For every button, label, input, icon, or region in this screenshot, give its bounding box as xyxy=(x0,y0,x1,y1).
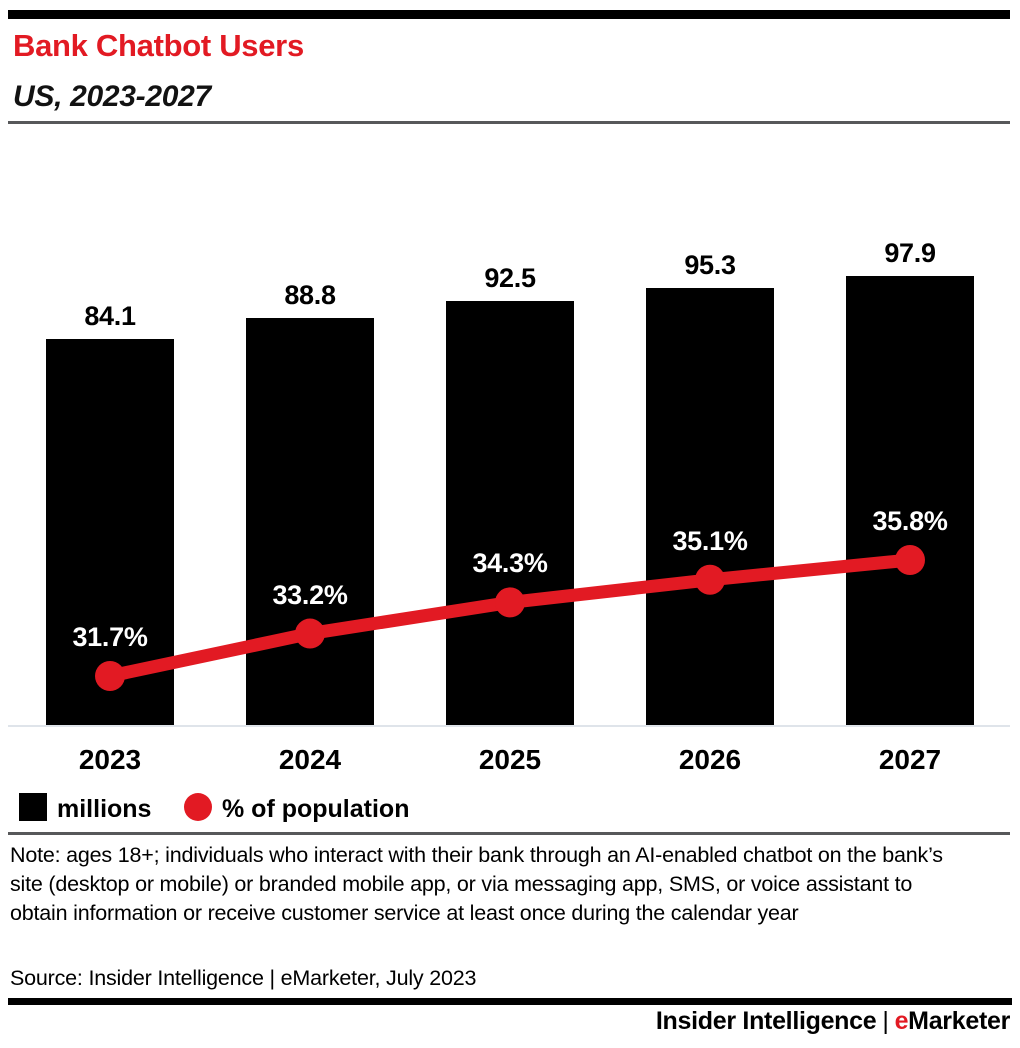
x-axis-line xyxy=(8,725,1010,727)
chart-title: Bank Chatbot Users xyxy=(13,28,304,63)
x-label-2025: 2025 xyxy=(478,744,542,775)
bar-value-2026: 95.3 xyxy=(684,250,736,281)
footer-separator: | xyxy=(882,1007,889,1035)
x-label-2024: 2024 xyxy=(278,744,342,775)
bar-2027 xyxy=(846,276,974,725)
legend-swatch-percent xyxy=(184,793,212,821)
bar-value-2027: 97.9 xyxy=(884,238,936,269)
footer-brand-rest: Marketer xyxy=(908,1007,1010,1035)
note-text: Note: ages 18+; individuals who interact… xyxy=(10,843,943,925)
line-value-2025: 34.3% xyxy=(472,548,548,579)
bar-2026 xyxy=(646,288,774,725)
footer-brand-e: e xyxy=(894,1007,909,1035)
top-accent-bar xyxy=(8,10,1010,19)
x-label-2027: 2027 xyxy=(878,744,942,775)
header-divider xyxy=(8,121,1010,124)
bar-2024 xyxy=(246,317,374,725)
bar-value-2024: 88.8 xyxy=(284,279,336,310)
line-value-2027: 35.8% xyxy=(872,505,948,536)
bar-value-2025: 92.5 xyxy=(484,262,536,293)
x-label-2026: 2026 xyxy=(678,744,742,775)
bottom-accent-bar xyxy=(8,998,1012,1005)
footer-brand-primary: Insider Intelligence xyxy=(655,1007,877,1035)
source-text: Source: Insider Intelligence | eMarketer… xyxy=(10,966,477,990)
line-value-2026: 35.1% xyxy=(672,525,748,556)
chart-subtitle: US, 2023-2027 xyxy=(13,80,211,113)
line-value-2023: 31.7% xyxy=(72,622,148,652)
bar-2023 xyxy=(46,339,174,725)
legend-label-millions: millions xyxy=(57,795,152,823)
bar-value-2023: 84.1 xyxy=(84,301,136,332)
x-label-2023: 2023 xyxy=(78,744,142,775)
bar-2025 xyxy=(446,300,574,725)
footer-brand: Insider Intelligence | eMarketer xyxy=(656,1007,1010,1036)
legend-swatch-millions xyxy=(19,793,47,821)
legend-label-percent: % of population xyxy=(222,795,410,823)
line-value-2024: 33.2% xyxy=(272,579,348,610)
legend-divider xyxy=(8,832,1010,835)
